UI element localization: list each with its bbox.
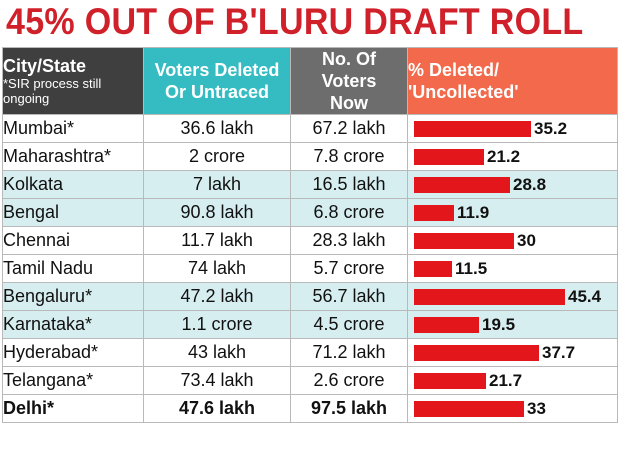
city-name: Hyderabad* bbox=[2, 338, 144, 367]
headline: 45% OUT OF B'LURU DRAFT ROLL bbox=[6, 1, 584, 42]
voters-deleted: 11.7 lakh bbox=[143, 226, 291, 255]
table-row: Bengaluru* 47.2 lakh 56.7 lakh 45.4 bbox=[2, 282, 618, 311]
voters-now: 4.5 crore bbox=[290, 310, 408, 339]
percent-bar bbox=[414, 177, 510, 193]
percent-label: 19.5 bbox=[482, 315, 516, 334]
percent-cell: 33 bbox=[407, 394, 618, 423]
city-name: Telangana* bbox=[2, 366, 144, 395]
percent-bar bbox=[414, 233, 514, 249]
percent-bar bbox=[414, 345, 539, 361]
percent-cell: 30 bbox=[407, 226, 618, 255]
percent-bar bbox=[414, 261, 452, 277]
voters-deleted: 1.1 crore bbox=[143, 310, 291, 339]
percent-bar bbox=[414, 289, 565, 305]
city-name: Tamil Nadu bbox=[2, 254, 144, 283]
voters-deleted: 36.6 lakh bbox=[143, 114, 291, 143]
percent-label: 21.2 bbox=[487, 147, 521, 166]
voters-deleted: 90.8 lakh bbox=[143, 198, 291, 227]
voters-deleted: 47.2 lakh bbox=[143, 282, 291, 311]
percent-cell: 11.9 bbox=[407, 198, 618, 227]
percent-bar bbox=[414, 317, 479, 333]
percent-cell: 11.5 bbox=[407, 254, 618, 283]
voters-deleted: 43 lakh bbox=[143, 338, 291, 367]
percent-cell: 45.4 bbox=[407, 282, 618, 311]
voters-now: 2.6 crore bbox=[290, 366, 408, 395]
header-city-title: City/State bbox=[3, 56, 87, 76]
table-row: Telangana* 73.4 lakh 2.6 crore 21.7 bbox=[2, 366, 618, 395]
city-name: Maharashtra* bbox=[2, 142, 144, 171]
percent-cell: 21.2 bbox=[407, 142, 618, 171]
table-row: Tamil Nadu 74 lakh 5.7 crore 11.5 bbox=[2, 254, 618, 283]
percent-label: 35.2 bbox=[534, 119, 568, 138]
percent-cell: 28.8 bbox=[407, 170, 618, 199]
voters-now: 28.3 lakh bbox=[290, 226, 408, 255]
voters-deleted: 47.6 lakh bbox=[143, 394, 291, 423]
percent-bar bbox=[414, 121, 531, 137]
header-voters-now: No. Of Voters Now bbox=[290, 47, 408, 115]
voters-now: 56.7 lakh bbox=[290, 282, 408, 311]
percent-bar bbox=[414, 149, 484, 165]
table-row: Delhi* 47.6 lakh 97.5 lakh 33 bbox=[2, 394, 618, 423]
city-name: Mumbai* bbox=[2, 114, 144, 143]
voters-now: 67.2 lakh bbox=[290, 114, 408, 143]
table-row: Karnataka* 1.1 crore 4.5 crore 19.5 bbox=[2, 310, 618, 339]
percent-label: 37.7 bbox=[542, 343, 576, 362]
city-name: Chennai bbox=[2, 226, 144, 255]
percent-label: 33 bbox=[527, 399, 546, 418]
table-row: Bengal 90.8 lakh 6.8 crore 11.9 bbox=[2, 198, 618, 227]
percent-label: 28.8 bbox=[513, 175, 547, 194]
voters-now: 97.5 lakh bbox=[290, 394, 408, 423]
voters-now: 6.8 crore bbox=[290, 198, 408, 227]
header-voters-now-label: No. Of Voters Now bbox=[321, 49, 377, 113]
percent-label: 11.9 bbox=[457, 203, 490, 222]
voters-now: 16.5 lakh bbox=[290, 170, 408, 199]
voters-now: 7.8 crore bbox=[290, 142, 408, 171]
percent-label: 30 bbox=[517, 231, 536, 250]
header-city-note: *SIR process still ongoing bbox=[3, 76, 102, 106]
city-name: Karnataka* bbox=[2, 310, 144, 339]
voters-now: 5.7 crore bbox=[290, 254, 408, 283]
percent-label: 11.5 bbox=[455, 259, 488, 278]
table-row: Kolkata 7 lakh 16.5 lakh 28.8 bbox=[2, 170, 618, 199]
percent-label: 21.7 bbox=[489, 371, 523, 390]
table-row: Hyderabad* 43 lakh 71.2 lakh 37.7 bbox=[2, 338, 618, 367]
percent-bar bbox=[414, 401, 524, 417]
voters-deleted: 2 crore bbox=[143, 142, 291, 171]
voters-deleted: 74 lakh bbox=[143, 254, 291, 283]
city-name: Bengaluru* bbox=[2, 282, 144, 311]
header-deleted-label: Voters Deleted Or Untraced bbox=[154, 60, 280, 102]
header-row: City/State *SIR process still ongoing Vo… bbox=[2, 47, 618, 115]
voters-deleted: 7 lakh bbox=[143, 170, 291, 199]
percent-bar bbox=[414, 205, 454, 221]
voters-deleted: 73.4 lakh bbox=[143, 366, 291, 395]
city-name: Bengal bbox=[2, 198, 144, 227]
percent-cell: 35.2 bbox=[407, 114, 618, 143]
voter-roll-table: City/State *SIR process still ongoing Vo… bbox=[2, 47, 618, 423]
header-deleted: Voters Deleted Or Untraced bbox=[143, 47, 291, 115]
table-row: Chennai 11.7 lakh 28.3 lakh 30 bbox=[2, 226, 618, 255]
table-row: Mumbai* 36.6 lakh 67.2 lakh 35.2 bbox=[2, 114, 618, 143]
voters-now: 71.2 lakh bbox=[290, 338, 408, 367]
table-row: Maharashtra* 2 crore 7.8 crore 21.2 bbox=[2, 142, 618, 171]
header-percent: % Deleted/ 'Uncollected' bbox=[407, 47, 618, 115]
percent-cell: 37.7 bbox=[407, 338, 618, 367]
header-city: City/State *SIR process still ongoing bbox=[2, 47, 144, 115]
city-name: Delhi* bbox=[2, 394, 144, 423]
percent-cell: 21.7 bbox=[407, 366, 618, 395]
percent-cell: 19.5 bbox=[407, 310, 618, 339]
city-name: Kolkata bbox=[2, 170, 144, 199]
percent-bar bbox=[414, 373, 486, 389]
header-percent-label: % Deleted/ 'Uncollected' bbox=[408, 60, 519, 102]
percent-label: 45.4 bbox=[568, 287, 602, 306]
